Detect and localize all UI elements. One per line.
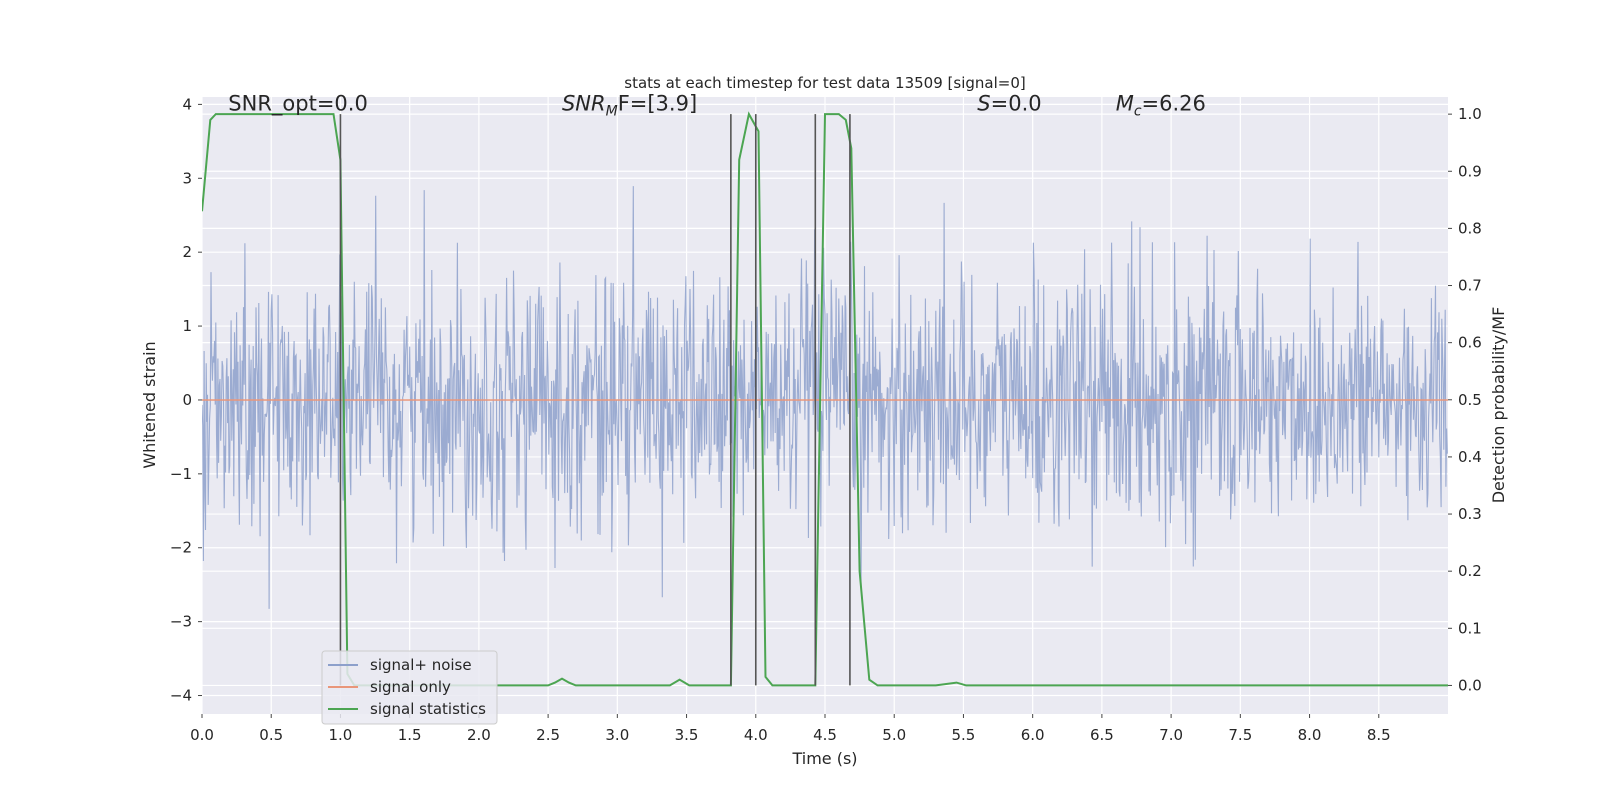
legend-label-signal-noise: signal+ noise — [370, 656, 472, 674]
y-tick-label: 1 — [182, 317, 192, 335]
x-tick-label: 7.5 — [1228, 726, 1252, 744]
x-tick-label: 6.0 — [1021, 726, 1045, 744]
y-tick-label: 0 — [182, 391, 192, 409]
y2-tick-label: 0.8 — [1458, 219, 1482, 237]
x-tick-label: 2.0 — [467, 726, 491, 744]
x-tick-label: 7.0 — [1159, 726, 1183, 744]
series-signal-statistics — [202, 111, 1448, 687]
legend-label-signal-statistics: signal statistics — [370, 700, 486, 718]
annotation-text: SNRMF=[3.9] — [562, 91, 697, 119]
detection-markers — [339, 114, 851, 686]
y2-tick-label: 0.2 — [1458, 562, 1482, 580]
x-tick-label: 1.0 — [329, 726, 353, 744]
y2-tick-label: 0.1 — [1458, 619, 1482, 637]
y-tick-label: −1 — [170, 465, 192, 483]
y-tick-label: −2 — [170, 539, 192, 557]
y-tick-label: −4 — [170, 687, 192, 705]
y2-tick-label: 0.7 — [1458, 277, 1482, 295]
x-tick-label: 4.5 — [813, 726, 837, 744]
y2-tick-label: 0.9 — [1458, 162, 1482, 180]
y2-tick-label: 0.4 — [1458, 448, 1482, 466]
y2-tick-label: 0.3 — [1458, 505, 1482, 523]
legend-box — [321, 650, 498, 725]
series-signal-noise — [202, 186, 1448, 609]
annotation-text: S=0.0 — [977, 91, 1041, 115]
y-tick-label: −3 — [170, 613, 192, 631]
axes: 0.0 0.5 1.0 1.5 2.0 2.5 3.0 3.5 4.0 4.5 5.0 5.5 6.0 6… — [170, 95, 1482, 744]
y2-tick-label: 0.5 — [1458, 391, 1482, 409]
y-tick-label: 3 — [182, 169, 192, 187]
x-tick-label: 3.5 — [675, 726, 699, 744]
legend: signal+ noise signal only signal statist… — [321, 650, 498, 725]
x-tick-label: 8.5 — [1367, 726, 1391, 744]
x-tick-label: 3.0 — [605, 726, 629, 744]
annotation-text: SNR_opt=0.0 — [228, 91, 368, 116]
y2-axis-label: Detection probability/MF — [1489, 307, 1508, 504]
x-tick-label: 8.0 — [1298, 726, 1322, 744]
x-tick-label: 4.0 — [744, 726, 768, 744]
y-axis-label: Whitened strain — [140, 341, 159, 468]
x-tick-label: 2.5 — [536, 726, 560, 744]
legend-label-signal-only: signal only — [370, 678, 451, 696]
x-tick-label: 5.5 — [952, 726, 976, 744]
y2-tick-label: 0.6 — [1458, 334, 1482, 352]
x-tick-label: 6.5 — [1090, 726, 1114, 744]
x-tick-label: 1.5 — [398, 726, 422, 744]
x-tick-label: 0.0 — [190, 726, 214, 744]
chart-title: stats at each timestep for test data 135… — [624, 74, 1025, 92]
annotations: SNR_opt=0.0 SNRMF=[3.9] S=0.0 Mc=6.26 — [228, 91, 1206, 119]
x-tick-label: 5.0 — [882, 726, 906, 744]
x-axis-label: Time (s) — [791, 749, 857, 768]
y-tick-label: 4 — [182, 95, 192, 113]
annotation-text: Mc=6.26 — [1116, 91, 1206, 119]
y-tick-label: 2 — [182, 243, 192, 261]
x-tick-label: 0.5 — [259, 726, 283, 744]
series-layer — [202, 111, 1448, 687]
y2-tick-label: 0.0 — [1458, 676, 1482, 694]
y2-tick-label: 1.0 — [1458, 105, 1482, 123]
